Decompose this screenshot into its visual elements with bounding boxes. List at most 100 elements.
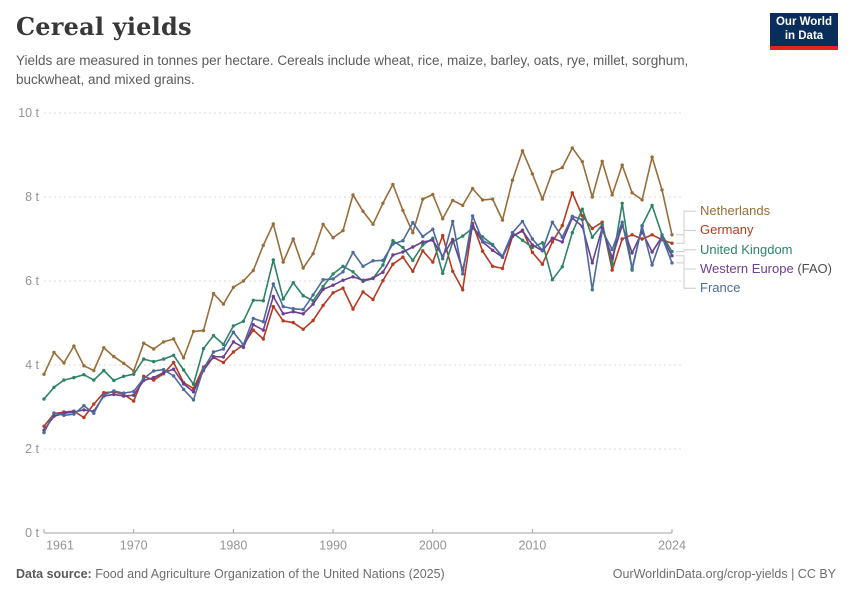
- data-point[interactable]: [321, 222, 325, 226]
- data-point[interactable]: [560, 223, 564, 228]
- data-point[interactable]: [570, 146, 574, 150]
- data-point[interactable]: [42, 397, 46, 401]
- data-point[interactable]: [321, 303, 325, 308]
- series-netherlands[interactable]: [42, 146, 674, 376]
- data-point[interactable]: [540, 262, 545, 266]
- data-point[interactable]: [411, 231, 415, 235]
- data-point[interactable]: [381, 278, 385, 283]
- data-point[interactable]: [371, 222, 375, 226]
- data-point[interactable]: [331, 272, 335, 276]
- data-point[interactable]: [441, 233, 445, 238]
- data-point[interactable]: [181, 368, 186, 372]
- data-point[interactable]: [221, 302, 226, 306]
- series-line[interactable]: [43, 202, 673, 400]
- data-point[interactable]: [630, 266, 634, 271]
- data-point[interactable]: [42, 430, 46, 435]
- data-point[interactable]: [102, 393, 106, 397]
- data-point[interactable]: [451, 237, 455, 242]
- data-point[interactable]: [161, 340, 166, 344]
- data-point[interactable]: [221, 355, 226, 359]
- data-point[interactable]: [540, 241, 545, 245]
- data-point[interactable]: [381, 270, 385, 274]
- data-point[interactable]: [231, 350, 236, 354]
- data-point[interactable]: [421, 240, 425, 244]
- data-point[interactable]: [550, 278, 555, 282]
- data-point[interactable]: [381, 201, 385, 205]
- data-point[interactable]: [211, 333, 216, 338]
- data-point[interactable]: [520, 229, 525, 233]
- data-point[interactable]: [670, 241, 674, 245]
- data-point[interactable]: [132, 389, 136, 394]
- data-point[interactable]: [630, 191, 634, 195]
- data-point[interactable]: [461, 234, 465, 238]
- data-point[interactable]: [261, 337, 265, 341]
- data-point[interactable]: [441, 257, 445, 261]
- data-point[interactable]: [401, 250, 405, 254]
- data-point[interactable]: [510, 178, 515, 182]
- series-united-kingdom[interactable]: [42, 201, 674, 401]
- data-point[interactable]: [311, 252, 315, 256]
- data-point[interactable]: [600, 220, 604, 224]
- data-point[interactable]: [291, 281, 295, 285]
- data-point[interactable]: [381, 263, 385, 267]
- data-point[interactable]: [181, 387, 186, 392]
- data-point[interactable]: [211, 350, 216, 354]
- data-point[interactable]: [241, 345, 246, 350]
- data-point[interactable]: [231, 340, 236, 344]
- data-point[interactable]: [620, 163, 624, 167]
- data-point[interactable]: [550, 240, 555, 244]
- data-point[interactable]: [590, 195, 594, 199]
- data-point[interactable]: [520, 238, 525, 242]
- data-point[interactable]: [52, 350, 56, 355]
- data-point[interactable]: [112, 389, 116, 393]
- data-point[interactable]: [620, 237, 624, 241]
- data-point[interactable]: [92, 402, 96, 406]
- data-point[interactable]: [62, 378, 66, 382]
- data-point[interactable]: [132, 372, 136, 376]
- data-point[interactable]: [620, 220, 624, 224]
- data-point[interactable]: [391, 182, 395, 187]
- series-line[interactable]: [43, 147, 673, 375]
- data-point[interactable]: [72, 412, 76, 416]
- data-point[interactable]: [391, 242, 395, 246]
- data-point[interactable]: [152, 375, 156, 380]
- series-line[interactable]: [43, 215, 673, 433]
- data-point[interactable]: [361, 290, 365, 294]
- data-point[interactable]: [301, 307, 305, 312]
- data-point[interactable]: [520, 219, 525, 224]
- data-point[interactable]: [660, 235, 664, 239]
- data-point[interactable]: [540, 248, 545, 252]
- data-point[interactable]: [181, 382, 186, 386]
- data-point[interactable]: [570, 214, 574, 218]
- legend-item[interactable]: Netherlands: [700, 203, 770, 219]
- data-point[interactable]: [301, 312, 305, 316]
- data-point[interactable]: [191, 382, 196, 386]
- series-line[interactable]: [43, 217, 673, 431]
- data-point[interactable]: [610, 262, 614, 266]
- data-point[interactable]: [331, 236, 335, 240]
- data-point[interactable]: [670, 261, 674, 265]
- data-point[interactable]: [171, 353, 176, 357]
- data-point[interactable]: [42, 372, 46, 376]
- legend-item[interactable]: Germany: [700, 222, 753, 238]
- data-point[interactable]: [500, 254, 505, 258]
- data-point[interactable]: [411, 269, 415, 273]
- data-point[interactable]: [331, 291, 335, 295]
- data-point[interactable]: [610, 256, 614, 260]
- data-point[interactable]: [590, 261, 594, 265]
- data-point[interactable]: [401, 239, 405, 243]
- data-point[interactable]: [161, 370, 166, 375]
- data-point[interactable]: [321, 287, 325, 292]
- data-point[interactable]: [431, 238, 435, 242]
- data-point[interactable]: [211, 291, 216, 296]
- data-point[interactable]: [361, 209, 365, 213]
- data-point[interactable]: [590, 235, 594, 239]
- legend-item[interactable]: Western Europe (FAO): [700, 261, 832, 277]
- data-point[interactable]: [550, 220, 555, 224]
- data-point[interactable]: [590, 288, 594, 292]
- data-point[interactable]: [560, 165, 564, 170]
- data-point[interactable]: [670, 254, 674, 258]
- data-point[interactable]: [441, 271, 445, 276]
- series-france[interactable]: [42, 214, 674, 435]
